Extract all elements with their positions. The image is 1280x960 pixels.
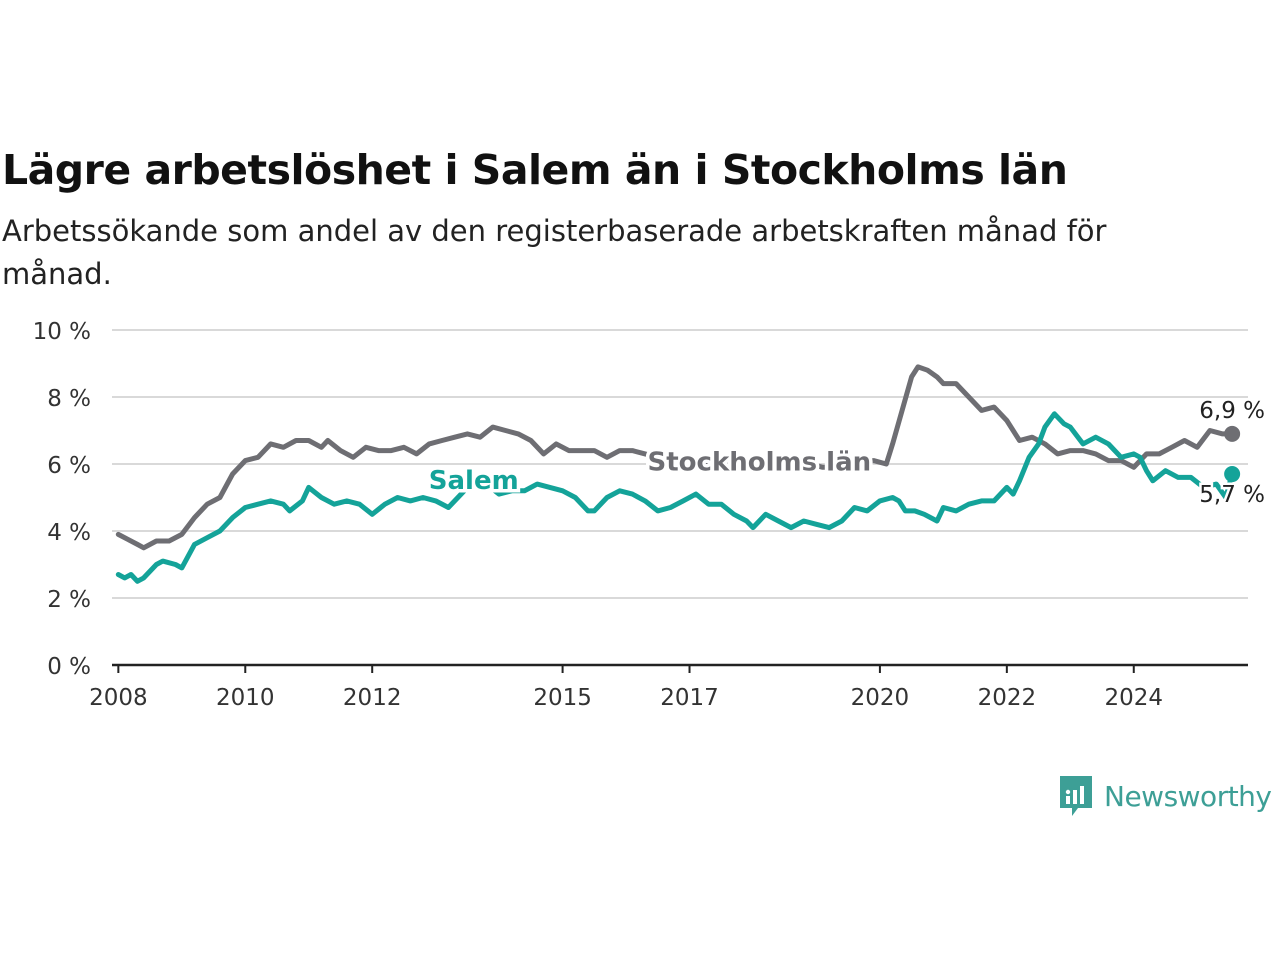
series-line-stockholms-län <box>115 364 1235 551</box>
chart-title: Lägre arbetslöshet i Salem än i Stockhol… <box>2 146 1068 194</box>
y-tick-label: 2 % <box>47 587 91 613</box>
series-label: Salem <box>429 466 519 496</box>
x-tick-label: 2008 <box>89 685 148 711</box>
x-tick-label: 2020 <box>851 685 910 711</box>
newsworthy-logo: Newsworthy <box>1058 774 1272 818</box>
x-tick-label: 2010 <box>216 685 275 711</box>
chart-subtitle: Arbetssökande som andel av den registerb… <box>2 214 1107 291</box>
y-tick-label: 0 % <box>47 654 91 680</box>
newsworthy-wordmark: Newsworthy <box>1104 779 1272 813</box>
series-line-salem <box>115 411 1235 584</box>
end-point <box>1224 425 1241 442</box>
x-tick-label: 2022 <box>978 685 1037 711</box>
x-tick-label: 2017 <box>660 685 719 711</box>
y-tick-label: 10 % <box>33 319 91 345</box>
x-tick-label: 2012 <box>343 685 402 711</box>
x-tick-label: 2024 <box>1104 685 1163 711</box>
newsworthy-logo-icon <box>1060 776 1092 816</box>
x-tick-label: 2015 <box>533 685 592 711</box>
end-value-label: 6,9 % <box>1199 398 1265 424</box>
end-point <box>1224 466 1241 483</box>
y-tick-label: 6 % <box>47 453 91 479</box>
end-value-label: 5,7 % <box>1199 482 1265 508</box>
y-tick-label: 4 % <box>47 520 91 546</box>
y-tick-label: 8 % <box>47 386 91 412</box>
series-label: Stockholms län <box>648 448 872 478</box>
